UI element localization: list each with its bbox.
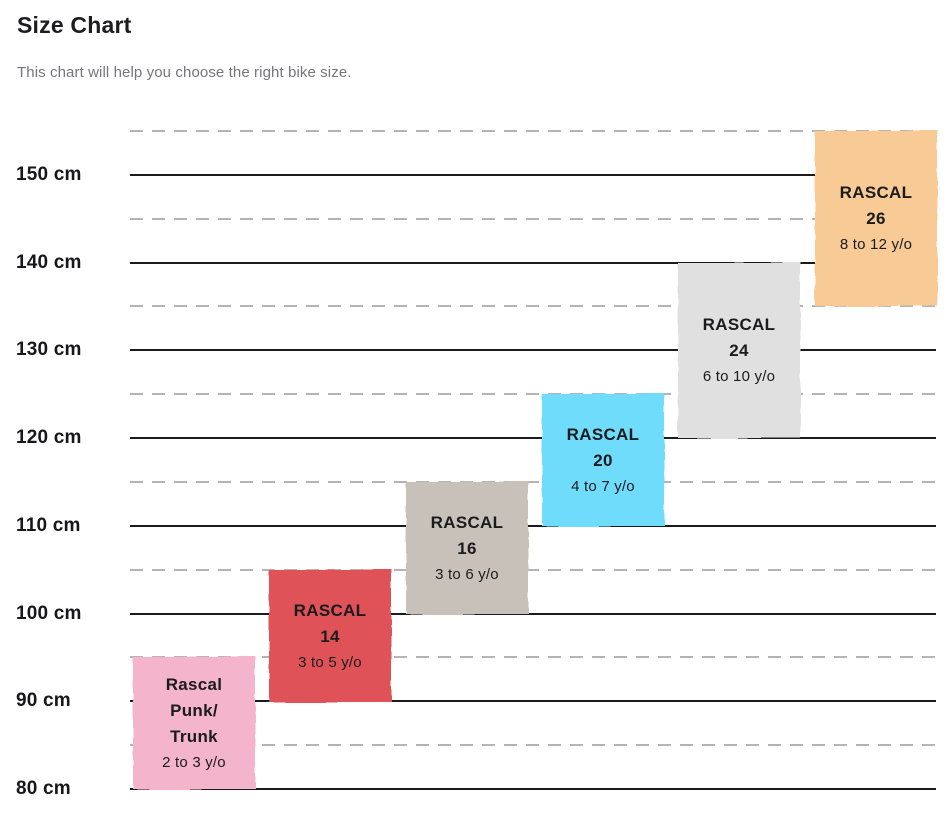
size-box-age-range: 6 to 10 y/o [702, 368, 776, 385]
size-box-rascal-punk-trunk: Rascal Punk/Trunk 2 to 3 y/o [133, 657, 255, 789]
size-box-name-line: 20 [593, 450, 613, 470]
gridline-major-150cm [130, 174, 936, 176]
gridline-major-130cm [130, 349, 936, 351]
size-box-fill-rascal-14 [269, 570, 391, 702]
size-box-fill-rascal-26 [815, 131, 937, 306]
size-box-rascal-24: RASCAL 24 6 to 10 y/o [678, 263, 800, 438]
size-box-rascal-20: RASCAL 20 4 to 7 y/o [542, 394, 664, 526]
gridline-minor-125cm [130, 393, 936, 395]
size-box-rascal-14: RASCAL 14 3 to 5 y/o [269, 570, 391, 702]
size-box-name-line: Rascal [165, 674, 223, 694]
size-box-age-range: 3 to 5 y/o [298, 653, 362, 671]
gridline-minor-105cm [130, 569, 936, 571]
size-box-label-rascal-24: RASCAL 24 6 to 10 y/o [678, 263, 800, 438]
gridline-major-90cm [130, 700, 936, 702]
size-box-fill-rascal-punk-trunk [133, 657, 255, 789]
gridline-major-110cm [130, 525, 936, 527]
size-box-label-rascal-20: RASCAL 20 4 to 7 y/o [542, 394, 664, 526]
y-axis-label-120cm: 120 cm [16, 427, 82, 448]
y-axis-label-90cm: 90 cm [16, 690, 71, 711]
size-box-name-line: Trunk [170, 726, 218, 746]
size-box-age-range: 2 to 3 y/o [162, 753, 226, 771]
y-axis-label-140cm: 140 cm [16, 252, 82, 273]
size-box-fill-rascal-20 [542, 394, 664, 526]
size-box-name-line: 26 [866, 209, 886, 228]
size-box-name-line: RASCAL [839, 183, 913, 202]
size-box-name-line: RASCAL [702, 315, 776, 334]
size-box-name-line: 24 [729, 341, 749, 360]
size-box-label-rascal-punk-trunk: Rascal Punk/Trunk 2 to 3 y/o [133, 657, 255, 789]
page-subtitle: This chart will help you choose the righ… [17, 64, 352, 81]
size-box-label-rascal-16: RASCAL 16 3 to 6 y/o [406, 482, 528, 614]
gridline-major-140cm [130, 262, 936, 264]
size-box-name-line: 16 [457, 538, 477, 558]
gridline-minor-115cm [130, 481, 936, 483]
size-box-label-rascal-26: RASCAL 26 8 to 12 y/o [815, 131, 937, 306]
gridline-major-80cm [130, 788, 936, 790]
size-box-fill-rascal-16 [406, 482, 528, 614]
y-axis-label-150cm: 150 cm [16, 164, 82, 185]
y-axis-label-130cm: 130 cm [16, 339, 82, 360]
gridline-minor-135cm [130, 305, 936, 307]
size-box-label-rascal-14: RASCAL 14 3 to 5 y/o [269, 570, 391, 702]
gridline-major-100cm [130, 613, 936, 615]
size-box-age-range: 3 to 6 y/o [435, 565, 499, 583]
size-box-fill-rascal-24 [678, 263, 800, 438]
size-box-name-line: RASCAL [566, 424, 640, 444]
size-box-age-range: 4 to 7 y/o [571, 477, 635, 495]
gridline-minor-85cm [130, 744, 936, 746]
size-box-rascal-16: RASCAL 16 3 to 6 y/o [406, 482, 528, 614]
size-box-rascal-26: RASCAL 26 8 to 12 y/o [815, 131, 937, 306]
y-axis-label-100cm: 100 cm [16, 603, 82, 624]
y-axis-label-110cm: 110 cm [16, 515, 81, 536]
gridline-minor-145cm [130, 218, 936, 220]
y-axis-label-80cm: 80 cm [16, 778, 71, 799]
gridline-minor-95cm [130, 656, 936, 658]
size-box-name-line: Punk/ [170, 700, 218, 720]
size-box-name-line: RASCAL [293, 600, 367, 620]
size-box-name-line: RASCAL [430, 512, 504, 532]
gridline-major-120cm [130, 437, 936, 439]
size-box-name-line: 14 [320, 626, 340, 646]
page-title: Size Chart [17, 12, 132, 38]
size-box-age-range: 8 to 12 y/o [839, 236, 913, 253]
gridline-minor-155cm [130, 130, 936, 132]
